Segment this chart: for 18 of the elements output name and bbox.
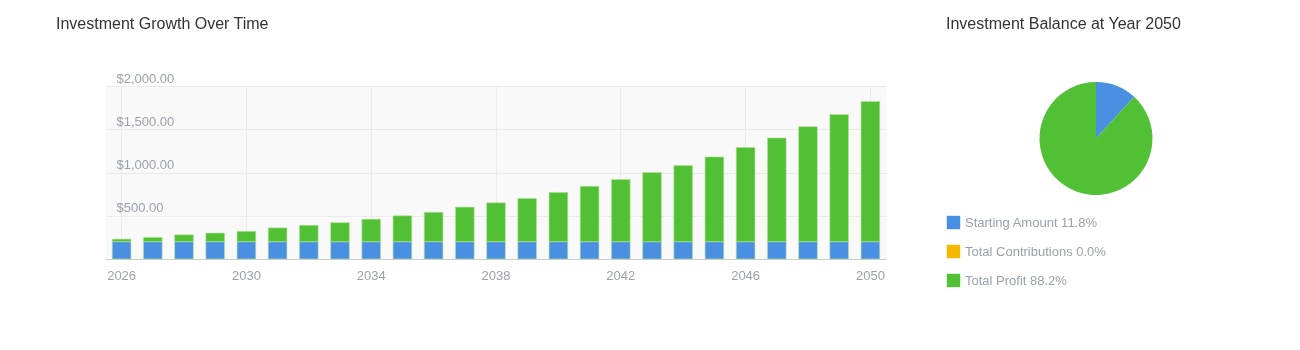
x-tick-label: 2038	[481, 267, 511, 283]
x-tick-label: 2034	[356, 267, 386, 283]
x-tick-label: 2050	[855, 267, 885, 283]
legend-label: Starting Amount 11.8%	[965, 214, 1098, 230]
y-tick-label: $500.00	[116, 200, 164, 216]
y-tick-label: $1,500.00	[116, 113, 175, 129]
chart-title: Investment Growth Over Time	[56, 15, 269, 32]
y-tick-label: $1,000.00	[116, 157, 175, 172]
pie-slice	[1039, 82, 1153, 195]
x-tick-label: 2030	[231, 267, 261, 283]
x-tick-label: 2026	[107, 267, 137, 283]
chart-title: Investment Balance at Year 2050	[946, 15, 1181, 32]
legend-label: Total Profit 88.2%	[965, 272, 1068, 288]
pie-slice	[1096, 82, 1135, 139]
x-tick-label: 2042	[606, 267, 636, 283]
y-tick-label: $2,000.00	[116, 70, 175, 86]
x-tick-label: 2046	[731, 267, 761, 283]
legend-label: Total Contributions 0.0%	[965, 243, 1107, 259]
